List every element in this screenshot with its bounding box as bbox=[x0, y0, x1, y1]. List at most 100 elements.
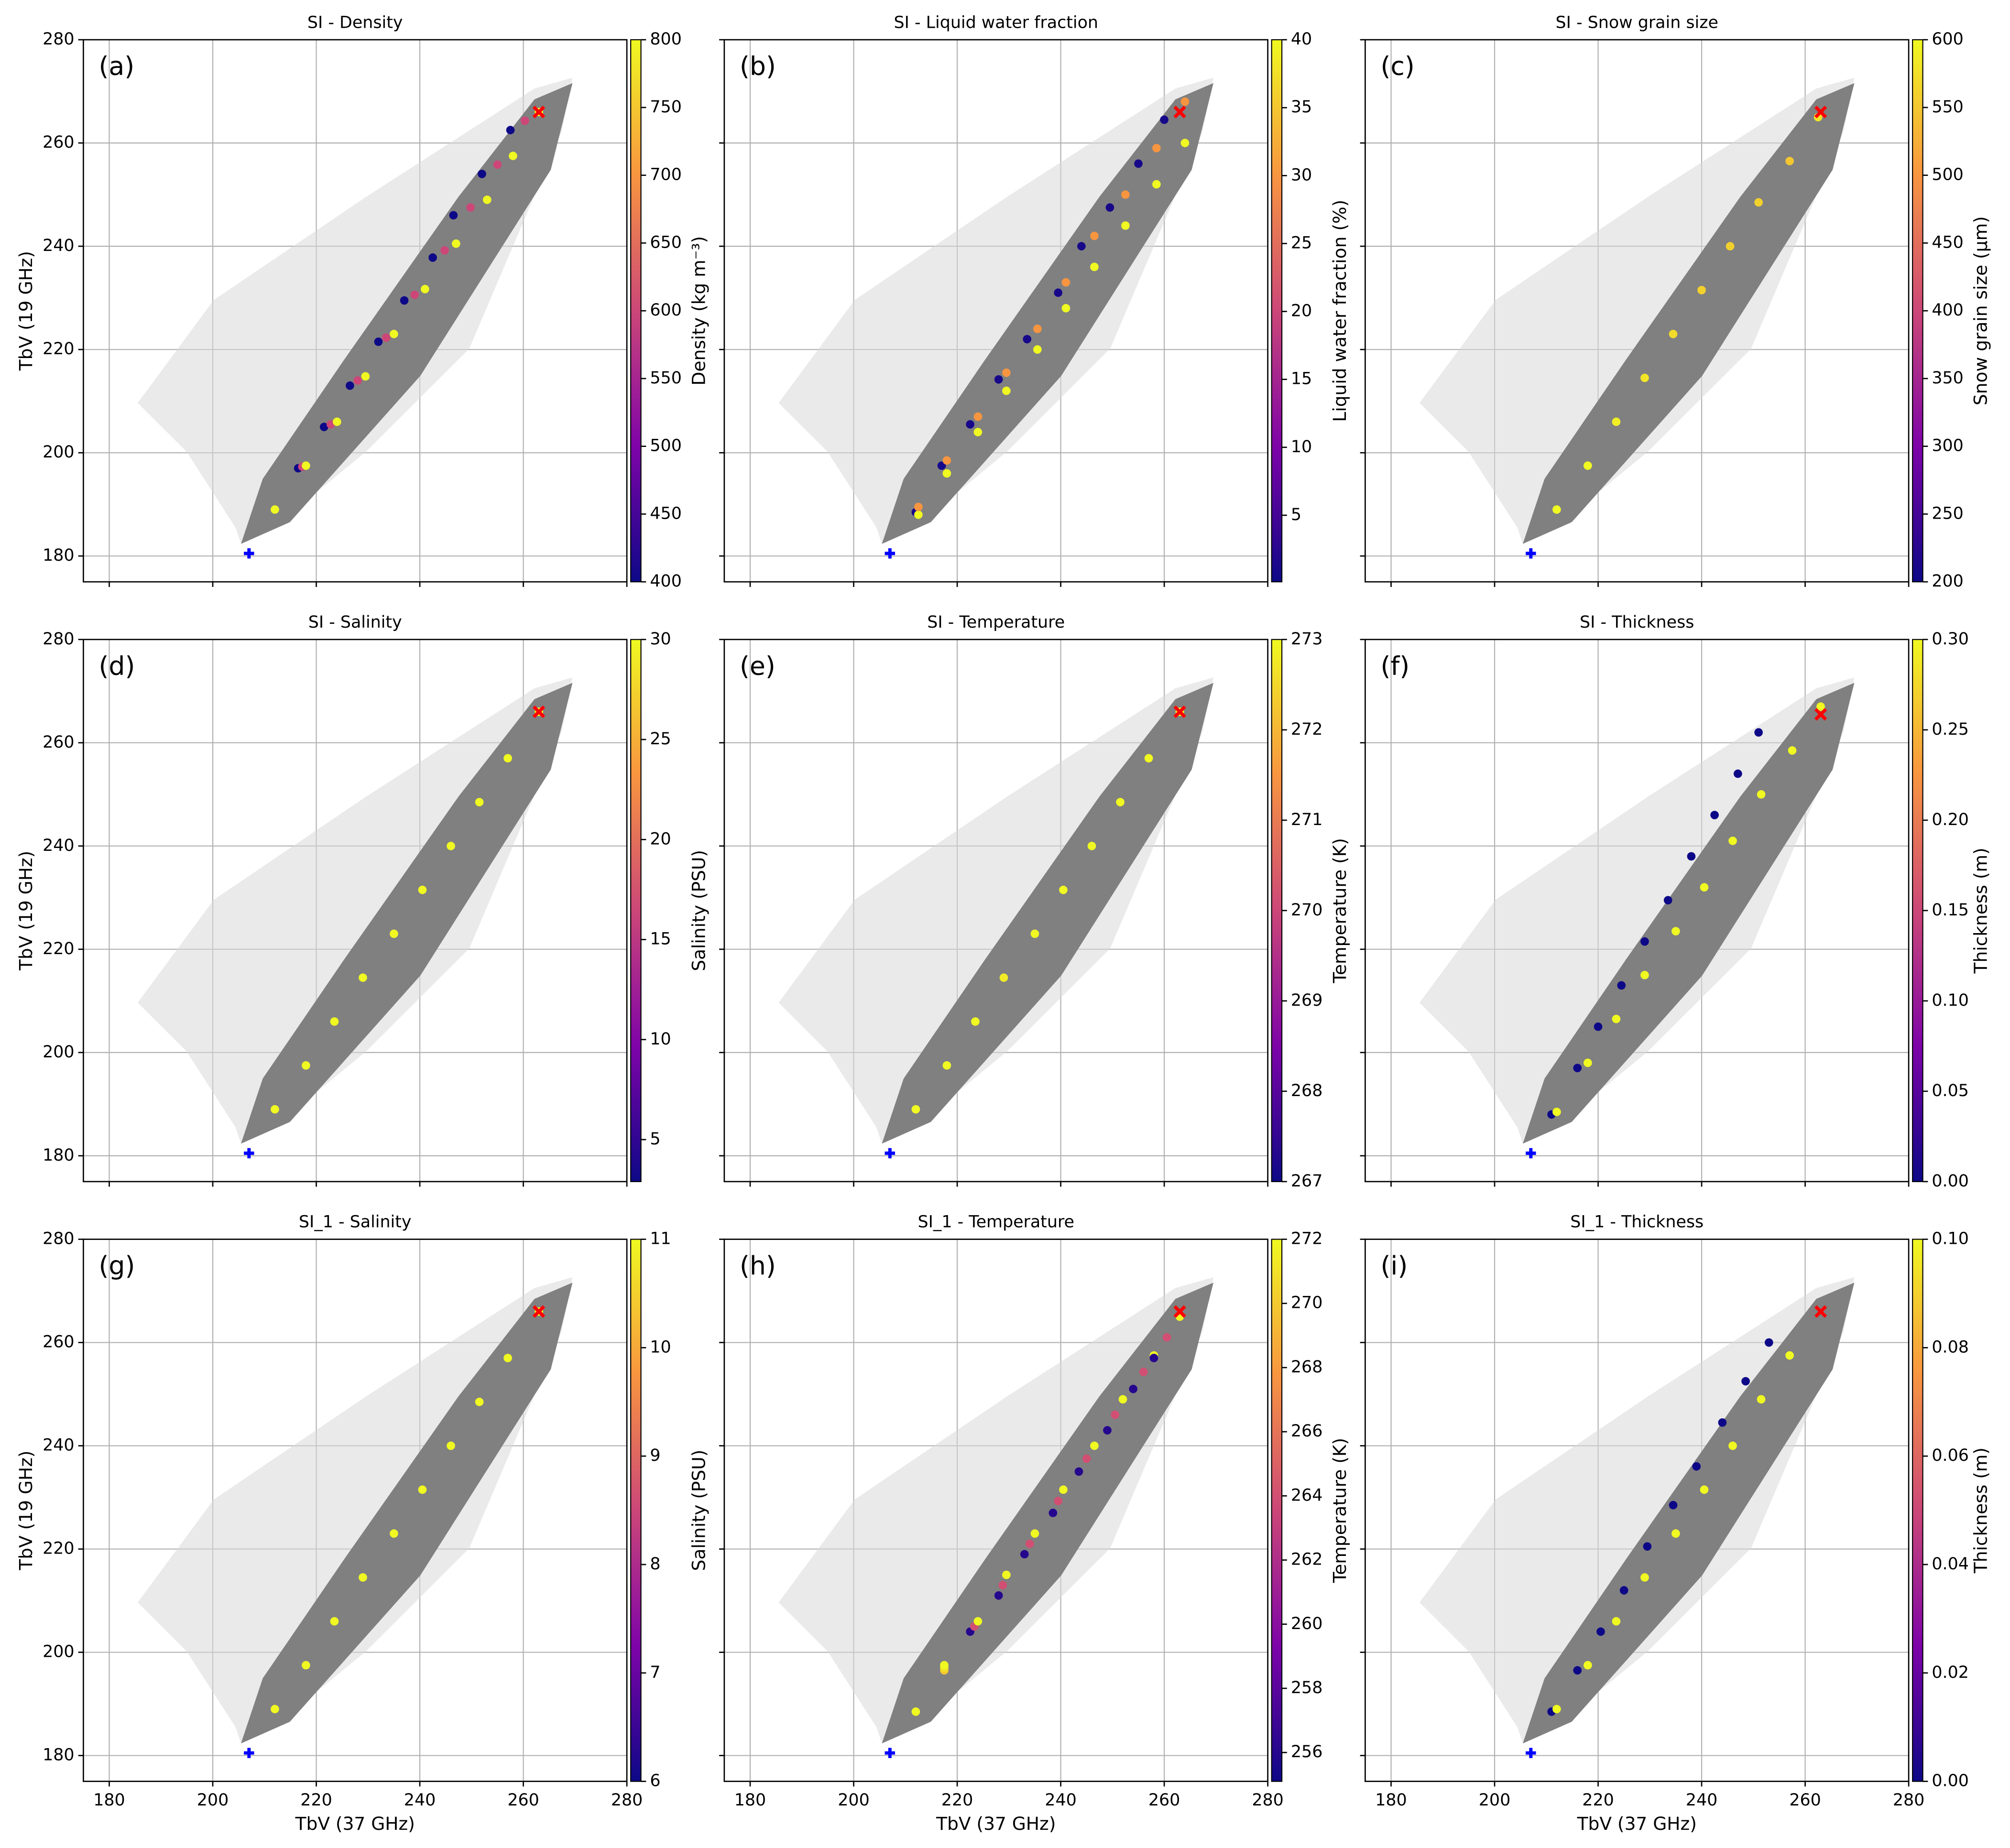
scatter-point bbox=[1741, 1377, 1750, 1386]
scatter-point bbox=[1671, 927, 1680, 935]
scatter-point bbox=[1594, 1022, 1603, 1031]
point-cloud-core bbox=[241, 1283, 573, 1744]
colorbar bbox=[1271, 39, 1283, 583]
scatter-point bbox=[478, 170, 486, 178]
panel: SI - Temperature (e) 267 268 269 270 271 272 273… bbox=[719, 613, 1350, 1191]
scatter-point bbox=[346, 381, 354, 390]
x-tick-label: 240 bbox=[1686, 1791, 1718, 1810]
scatter-point bbox=[1054, 288, 1062, 297]
point-cloud-core bbox=[241, 683, 573, 1144]
scatter-point bbox=[942, 469, 951, 478]
colorbar-tick-label: 10 bbox=[1291, 437, 1312, 457]
reference-marker bbox=[1173, 1305, 1186, 1318]
colorbar-tick-label: 550 bbox=[1932, 98, 1964, 117]
colorbar bbox=[630, 1239, 642, 1782]
scatter-point bbox=[1700, 883, 1709, 892]
colorbar bbox=[630, 39, 642, 583]
scatter-point bbox=[302, 461, 310, 470]
y-tick-label: 280 bbox=[43, 630, 75, 649]
colorbar-tick-label: 20 bbox=[1291, 302, 1312, 321]
scatter-point bbox=[1002, 1570, 1011, 1579]
scatter-point bbox=[1152, 180, 1161, 189]
y-tick-label: 180 bbox=[43, 1746, 75, 1765]
scatter-point bbox=[1090, 262, 1099, 272]
scatter-point bbox=[1090, 1441, 1099, 1450]
scatter-point bbox=[1573, 1666, 1582, 1675]
y-tick-label: 260 bbox=[43, 733, 75, 752]
scatter-point bbox=[1733, 769, 1742, 778]
scatter-point bbox=[1030, 1529, 1039, 1538]
scatter-point bbox=[440, 246, 449, 255]
scatter-point bbox=[1049, 1509, 1058, 1517]
scatter-point bbox=[1584, 1058, 1592, 1067]
scatter-point bbox=[1139, 1368, 1148, 1376]
panel-label: (g) bbox=[99, 1250, 135, 1281]
scatter-point bbox=[1700, 1485, 1709, 1494]
reference-marker bbox=[532, 705, 546, 718]
colorbar-tick-label: 0.02 bbox=[1932, 1663, 1969, 1682]
scatter-point bbox=[973, 428, 983, 436]
colorbar-tick-label: 0.10 bbox=[1932, 1229, 1969, 1249]
scatter-point bbox=[353, 376, 362, 385]
scatter-point bbox=[1728, 837, 1737, 845]
scatter-point bbox=[914, 510, 923, 519]
scatter-point bbox=[1612, 417, 1621, 426]
y-tick-label: 220 bbox=[43, 339, 75, 359]
colorbar-tick-label: 0.06 bbox=[1932, 1446, 1969, 1465]
x-tick-label: 200 bbox=[838, 1791, 870, 1810]
scatter-point bbox=[271, 1705, 279, 1714]
scatter-point bbox=[1074, 1467, 1083, 1476]
colorbar-tick-label: 25 bbox=[1291, 233, 1312, 252]
panel-title: SI - Temperature bbox=[927, 613, 1065, 632]
panel-title: SI - Density bbox=[307, 13, 403, 32]
y-tick-label: 240 bbox=[43, 1436, 75, 1455]
scatter-point bbox=[302, 1661, 310, 1670]
scatter-point bbox=[1059, 1485, 1068, 1494]
panel: 180 200 220 240 260 280 SI - Salinity (d) TbV (1… bbox=[15, 613, 709, 1187]
colorbar-tick-label: 600 bbox=[1932, 30, 1964, 49]
colorbar-tick-label: 5 bbox=[650, 1130, 660, 1149]
colorbar-tick-label: 6 bbox=[650, 1772, 660, 1791]
reference-marker bbox=[1526, 1748, 1536, 1758]
x-axis-label: TbV (37 GHz) bbox=[1577, 1813, 1697, 1834]
colorbar-label: Snow grain size (µm) bbox=[1970, 216, 1991, 405]
scatter-point bbox=[1640, 373, 1649, 382]
scatter-point bbox=[1757, 1395, 1766, 1404]
scatter-point bbox=[1726, 242, 1735, 250]
scatter-point bbox=[302, 1061, 310, 1070]
colorbar-tick-label: 11 bbox=[650, 1229, 671, 1249]
scatter-point bbox=[999, 973, 1008, 982]
colorbar-tick-label: 0.08 bbox=[1932, 1337, 1969, 1357]
scatter-point bbox=[506, 126, 515, 134]
scatter-point bbox=[475, 1397, 484, 1406]
scatter-point bbox=[447, 1441, 455, 1450]
x-tick-label: 180 bbox=[93, 1791, 125, 1810]
y-tick-label: 200 bbox=[43, 1043, 75, 1062]
colorbar-label: Temperature (K) bbox=[1329, 1438, 1350, 1583]
scatter-point bbox=[390, 929, 398, 938]
scatter-point bbox=[942, 456, 951, 465]
scatter-point bbox=[1816, 702, 1825, 711]
x-tick-label: 260 bbox=[1148, 1791, 1180, 1810]
scatter-point bbox=[410, 290, 419, 299]
y-tick-label: 280 bbox=[43, 30, 75, 49]
scatter-point bbox=[1103, 1426, 1112, 1435]
scatter-point bbox=[475, 798, 484, 806]
colorbar-tick-label: 8 bbox=[650, 1554, 660, 1574]
scatter-point bbox=[937, 461, 946, 470]
panel-label: (d) bbox=[99, 651, 135, 681]
point-cloud-core bbox=[882, 83, 1213, 544]
scatter-point bbox=[911, 1707, 920, 1716]
x-tick-label: 220 bbox=[300, 1791, 332, 1810]
colorbar-tick-label: 600 bbox=[650, 301, 682, 320]
panel-title: SI - Liquid water fraction bbox=[894, 13, 1098, 32]
colorbar-tick-label: 40 bbox=[1291, 30, 1312, 49]
scatter-point bbox=[1023, 335, 1032, 344]
point-cloud-core bbox=[1523, 83, 1855, 544]
panel-label: (f) bbox=[1381, 651, 1410, 681]
reference-marker bbox=[532, 106, 546, 119]
x-tick-label: 260 bbox=[1789, 1791, 1821, 1810]
colorbar-tick-label: 0.20 bbox=[1932, 810, 1969, 829]
scatter-point bbox=[359, 1573, 367, 1582]
